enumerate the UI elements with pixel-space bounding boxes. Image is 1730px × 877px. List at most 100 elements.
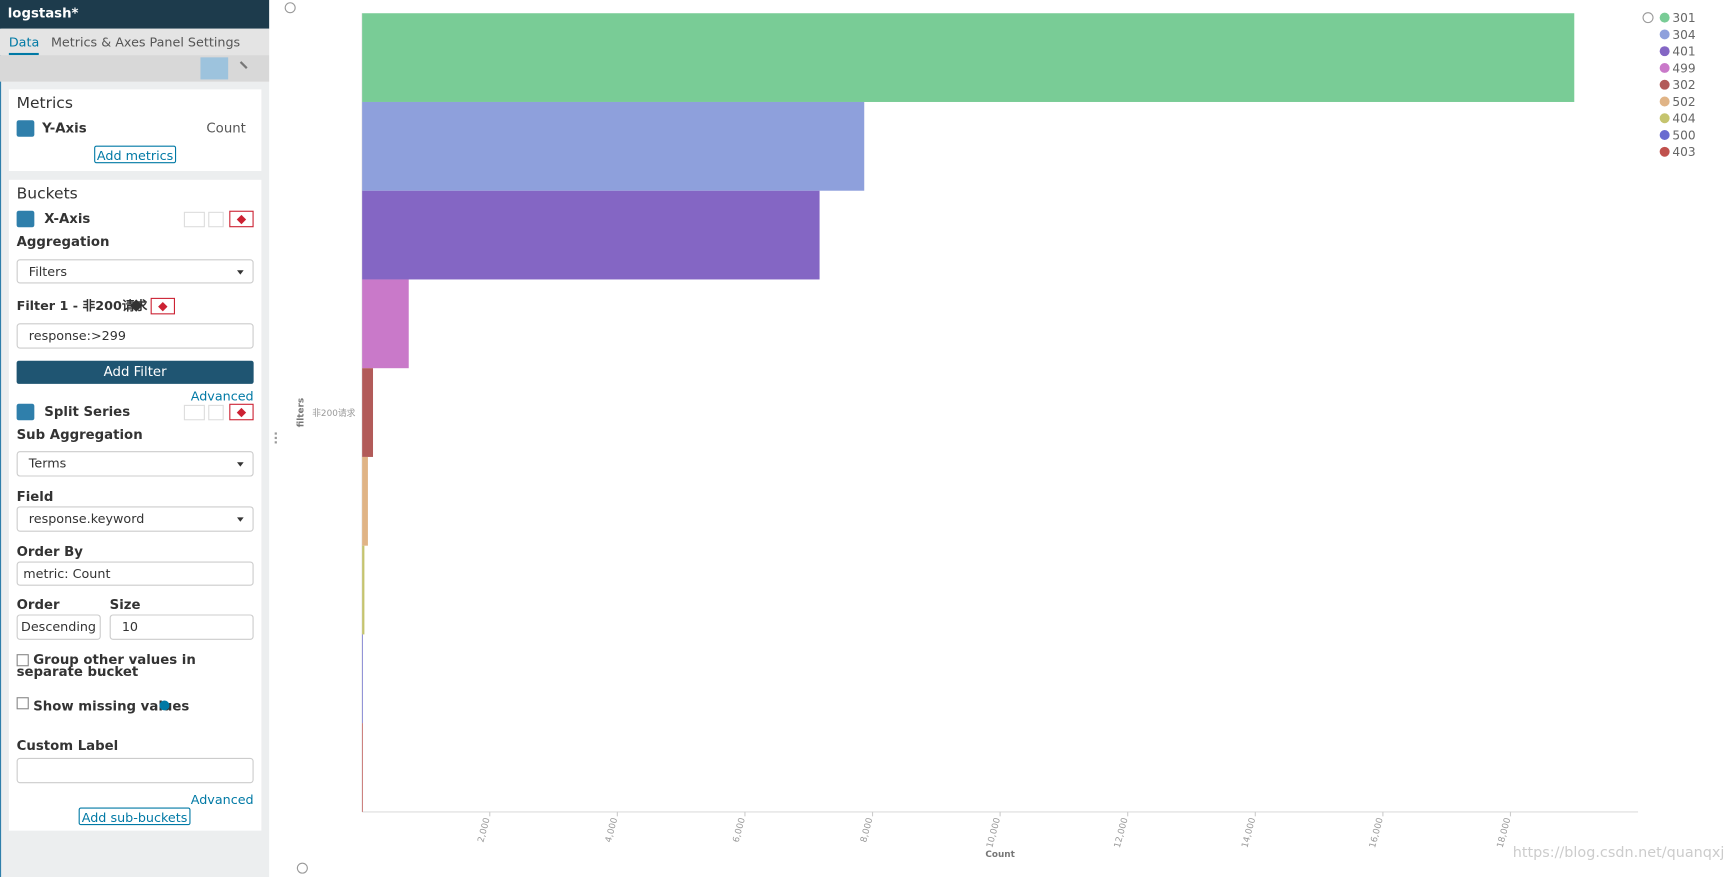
buckets-panel xyxy=(8,179,262,831)
x-axis-title: Count xyxy=(985,850,1015,860)
collapse-icon[interactable] xyxy=(284,2,296,14)
watermark: https://blog.csdn.net/quanqxj xyxy=(1513,845,1725,861)
legend-swatch xyxy=(1659,146,1670,157)
header-bar xyxy=(0,0,270,29)
tab[interactable]: Metrics & Axes xyxy=(50,34,146,50)
x-tick-label: 6,000 xyxy=(732,816,748,843)
field-label: Custom Label xyxy=(16,738,119,754)
legend-swatch xyxy=(1659,29,1670,40)
text-input[interactable]: response:>299 xyxy=(16,323,254,349)
tab[interactable]: Panel Settings xyxy=(149,34,241,50)
index-title: logstash* xyxy=(7,5,79,21)
checkbox-label: Show missing values xyxy=(33,698,190,714)
legend-swatch xyxy=(1659,130,1670,140)
legend-swatch xyxy=(1659,12,1670,23)
select[interactable]: metric: Count xyxy=(16,561,254,586)
select-value: Descending xyxy=(21,618,97,635)
collapse-toggle[interactable] xyxy=(16,210,35,228)
remove-filter[interactable] xyxy=(150,297,175,315)
legend-label[interactable]: 401 xyxy=(1672,45,1695,59)
legend-swatch xyxy=(1659,113,1670,124)
bar xyxy=(362,456,368,546)
legend-swatch xyxy=(1659,62,1670,73)
remove-button[interactable] xyxy=(229,403,254,421)
reorder-handle[interactable] xyxy=(208,211,224,228)
agg-value: Count xyxy=(206,120,246,136)
advanced-link[interactable]: Advanced xyxy=(190,388,254,404)
select[interactable]: response.keyword xyxy=(16,506,254,532)
agg-label: Y-Axis xyxy=(42,120,87,136)
y-axis-title: filters xyxy=(296,398,306,427)
bar xyxy=(362,368,374,457)
metrics-panel xyxy=(8,89,262,171)
y-tick-label: 非200请求 xyxy=(312,407,356,419)
field-label: Order By xyxy=(16,543,83,560)
chart: Count filters https://blog.csdn.net/quan… xyxy=(284,2,1725,874)
field-label: Filter 1 - 非200请求 xyxy=(16,297,148,314)
bar xyxy=(362,101,865,191)
legend-swatch xyxy=(1659,79,1670,90)
bar xyxy=(362,634,363,724)
collapse-icon[interactable] xyxy=(296,862,308,874)
add-sub-buckets-button[interactable]: Add sub-buckets xyxy=(78,807,191,826)
add-filter-button[interactable]: Add Filter xyxy=(16,360,254,384)
legend-label[interactable]: 404 xyxy=(1672,112,1695,126)
legend-label[interactable]: 499 xyxy=(1672,61,1695,75)
legend-swatch xyxy=(1659,46,1670,57)
select-value: metric: Count xyxy=(23,565,111,582)
select-value: Filters xyxy=(28,263,67,280)
x-tick-label: 18,000 xyxy=(1496,816,1514,849)
checkbox[interactable] xyxy=(16,697,29,710)
field-label: Field xyxy=(16,488,54,505)
checkbox[interactable] xyxy=(16,654,29,667)
resize-handle[interactable] xyxy=(274,432,279,444)
bar xyxy=(362,279,409,369)
expand-toggle[interactable] xyxy=(16,120,35,137)
x-tick-label: 2,000 xyxy=(476,816,492,843)
legend-label[interactable]: 301 xyxy=(1672,11,1695,25)
legend-label[interactable]: 302 xyxy=(1672,78,1695,92)
field-label: Sub Aggregation xyxy=(16,426,143,443)
select-value: Terms xyxy=(28,455,67,472)
remove-button[interactable] xyxy=(229,210,254,228)
toolbar xyxy=(0,55,270,82)
legend-swatch xyxy=(1659,96,1670,107)
bar xyxy=(362,190,820,280)
select-value: response.keyword xyxy=(28,510,145,527)
info-icon[interactable] xyxy=(159,700,170,711)
select[interactable]: Filters xyxy=(16,259,254,284)
x-tick-label: 10,000 xyxy=(985,816,1003,849)
enable-toggle[interactable] xyxy=(183,404,205,421)
x-tick-label: 8,000 xyxy=(859,816,875,843)
legend-label[interactable]: 500 xyxy=(1672,128,1695,142)
section-title: Metrics xyxy=(16,94,73,113)
section-title: Buckets xyxy=(16,185,78,203)
text-input[interactable] xyxy=(16,757,254,784)
legend-label[interactable]: 502 xyxy=(1672,95,1695,109)
agg-label: X-Axis xyxy=(44,210,91,227)
x-tick-label: 14,000 xyxy=(1241,816,1259,849)
agg-label: Split Series xyxy=(44,403,131,420)
advanced-link[interactable]: Advanced xyxy=(190,792,254,808)
x-tick-label: 4,000 xyxy=(604,816,620,843)
legend-label[interactable]: 304 xyxy=(1672,28,1695,42)
x-tick-label: 16,000 xyxy=(1368,816,1386,849)
select[interactable]: Terms xyxy=(16,451,254,477)
field-label: Order xyxy=(16,596,60,613)
add-metrics-button[interactable]: Add metrics xyxy=(94,145,177,164)
select[interactable]: Descending xyxy=(16,614,101,640)
apply-button[interactable] xyxy=(200,57,229,80)
reorder-handle[interactable] xyxy=(208,404,224,421)
text-input[interactable]: 10 xyxy=(109,614,254,640)
legend-toggle[interactable] xyxy=(1642,12,1654,24)
checkbox-label: Group other values in separate bucket xyxy=(16,651,196,680)
collapse-toggle[interactable] xyxy=(16,403,35,421)
tab-bar xyxy=(0,28,270,56)
legend-label[interactable]: 403 xyxy=(1672,145,1695,159)
tab[interactable]: Data xyxy=(8,34,40,56)
enable-toggle[interactable] xyxy=(183,211,205,228)
field-label: Size xyxy=(109,596,141,613)
x-tick-label: 12,000 xyxy=(1113,816,1131,849)
